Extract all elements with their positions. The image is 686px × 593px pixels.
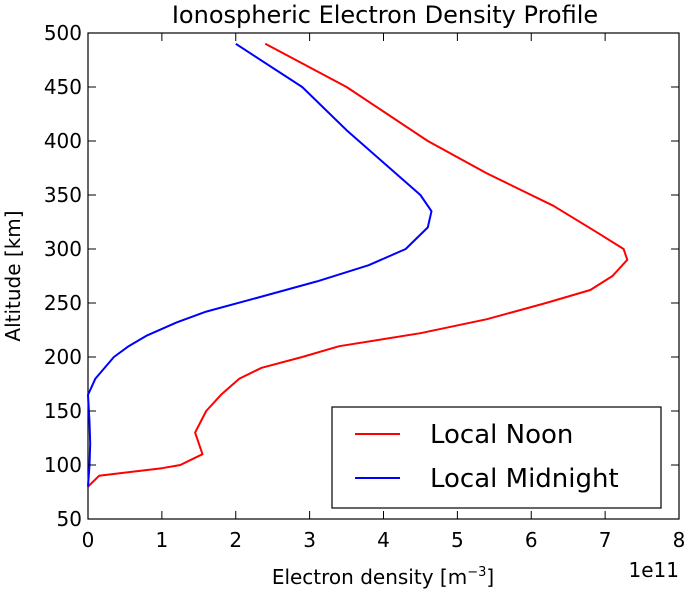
- legend-label-noon: Local Noon: [430, 420, 573, 450]
- x-tick-label: 4: [377, 528, 390, 552]
- x-tick-label: 7: [599, 528, 612, 552]
- x-axis-label-suffix: ]: [486, 565, 494, 589]
- y-tick-label: 200: [44, 345, 82, 369]
- y-tick-label: 250: [44, 291, 82, 315]
- x-tick-label: 2: [229, 528, 242, 552]
- x-tick-label: 0: [82, 528, 95, 552]
- chart-title: Ionospheric Electron Density Profile: [172, 1, 598, 29]
- legend-box: [331, 406, 662, 509]
- y-tick-label: 450: [44, 75, 82, 99]
- x-tick-label: 1: [156, 528, 169, 552]
- legend: Local Noon Local Midnight: [331, 406, 662, 509]
- y-axis-label: Altitude [km]: [1, 210, 25, 341]
- x-tick-label: 8: [673, 528, 686, 552]
- x-axis-label: Electron density [m−3]: [272, 565, 494, 589]
- series-line-local-midnight: [87, 42, 433, 487]
- x-tick-label: 5: [451, 528, 464, 552]
- y-tick-label: 100: [44, 453, 82, 477]
- y-tick-label: 300: [44, 237, 82, 261]
- y-tick-label: 50: [57, 507, 82, 531]
- y-tick-label: 350: [44, 183, 82, 207]
- x-axis-label-exponent: −3: [467, 565, 486, 580]
- x-axis-label-main: Electron density [m: [272, 565, 467, 589]
- y-tick-label: 500: [44, 21, 82, 45]
- y-tick-label: 400: [44, 129, 82, 153]
- tick-layer: 0 1 2 3 4 5 6 7 8 50 100 150 200 250 300 350 400 450 500: [44, 21, 686, 552]
- series-line-local-noon: [87, 42, 629, 488]
- legend-label-midnight: Local Midnight: [430, 464, 619, 494]
- x-tick-label: 6: [525, 528, 538, 552]
- x-axis-offset-text: 1e11: [629, 558, 679, 582]
- x-tick-label: 3: [303, 528, 316, 552]
- series-layer: [87, 42, 629, 488]
- y-tick-label: 150: [44, 399, 82, 423]
